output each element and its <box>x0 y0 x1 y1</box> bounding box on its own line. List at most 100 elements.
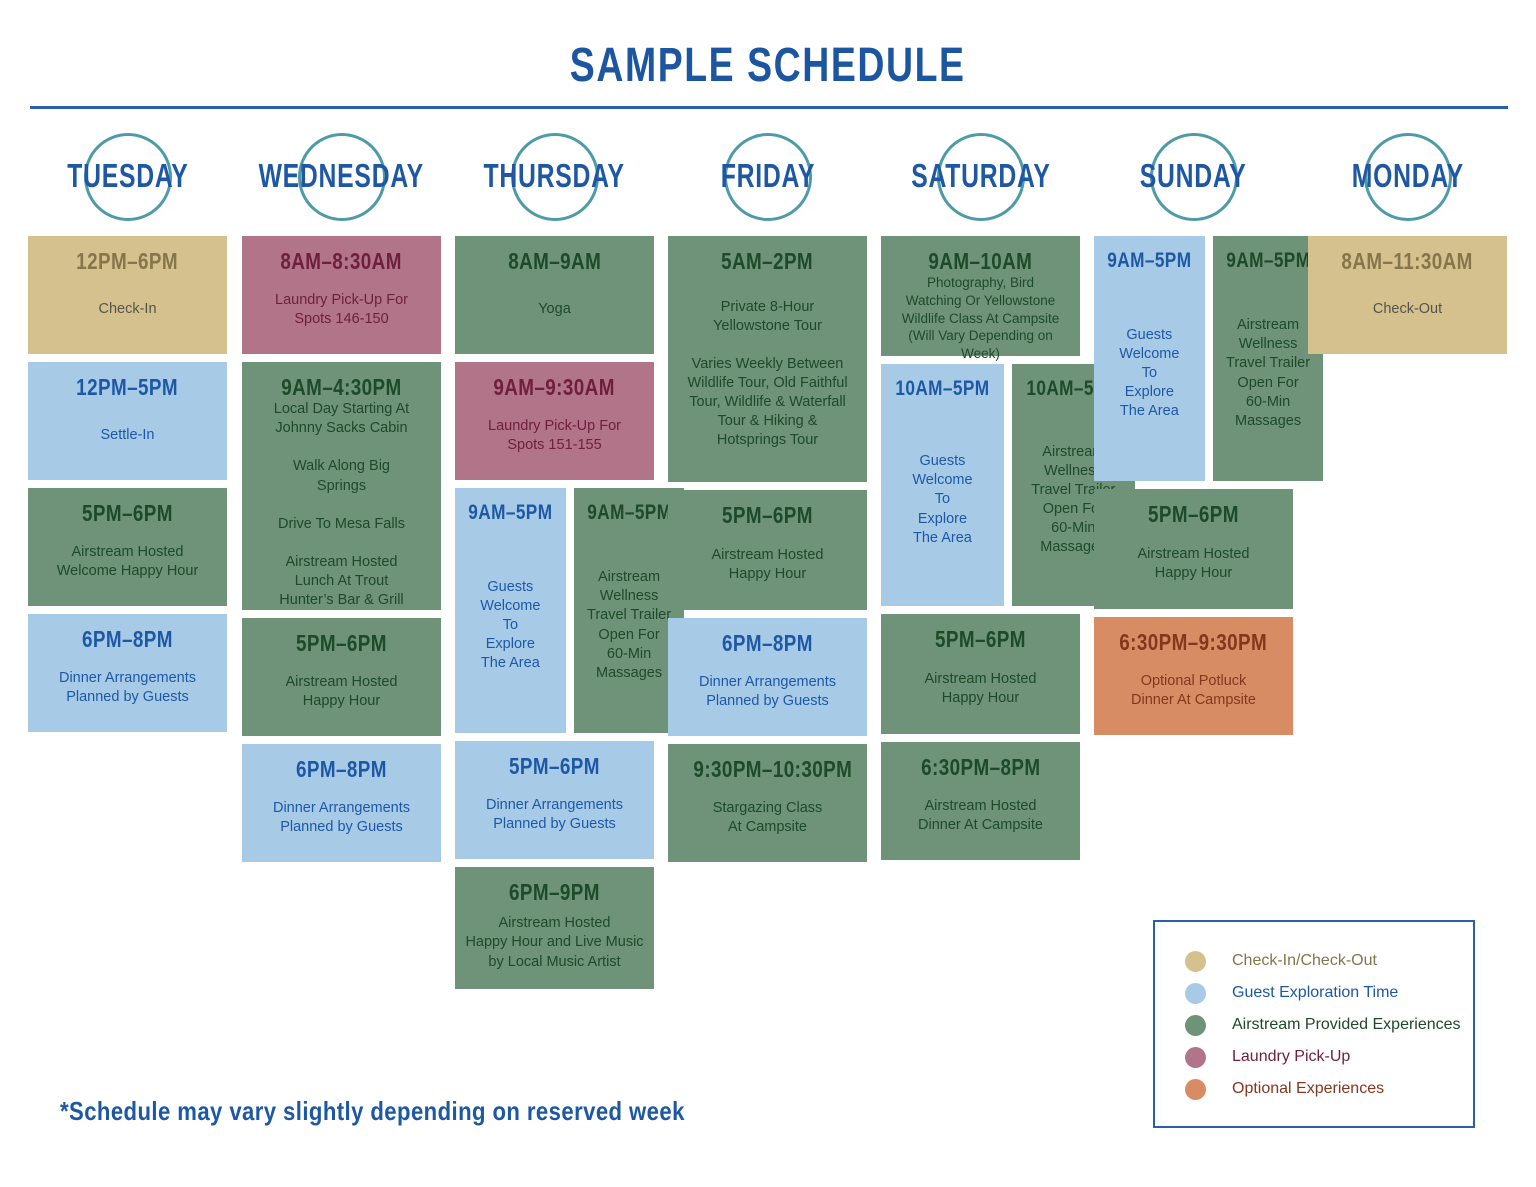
event-description: Laundry Pick-Up For Spots 146-150 <box>275 291 408 327</box>
event-block: 9AM–5PM Guests Welcome To Explore The Ar… <box>1094 236 1205 481</box>
event-block: 6PM–9PM Airstream Hosted Happy Hour and … <box>455 867 654 989</box>
event-time: 5PM–6PM <box>296 630 387 656</box>
day-name: FRIDAY <box>720 157 815 194</box>
legend-row: Airstream Provided Experiences <box>1185 1009 1473 1041</box>
circle-decoration-icon <box>297 133 386 221</box>
day-header: WEDNESDAY <box>242 125 441 228</box>
circle-decoration-icon <box>83 133 172 221</box>
event-description: Dinner Arrangements Planned by Guests <box>272 799 410 835</box>
event-row-split: 10AM–5PM Guests Welcome To Explore The A… <box>881 364 1135 606</box>
legend: Check-In/Check-Out Guest Exploration Tim… <box>1153 920 1475 1128</box>
event-description: Guests Welcome To Explore The Area <box>1119 326 1180 420</box>
event-block: 9AM–10AM Photography, Bird Watching Or Y… <box>881 236 1080 361</box>
event-time: 9AM–4:30PM <box>281 374 402 400</box>
event-row-split: 9AM–5PM Guests Welcome To Explore The Ar… <box>455 488 685 733</box>
day-header: SATURDAY <box>881 125 1080 228</box>
circle-decoration-icon <box>510 133 599 221</box>
legend-row: Guest Exploration Time <box>1185 977 1473 1009</box>
legend-label: Guest Exploration Time <box>1232 984 1399 1001</box>
event-time: 6:30PM–8PM <box>920 754 1041 780</box>
event-time: 5PM–6PM <box>82 500 173 526</box>
event-description: Check-In <box>98 301 157 318</box>
event-block: 6PM–8PM Dinner Arrangements Planned by G… <box>668 618 867 736</box>
event-block: 5PM–6PM Airstream Hosted Welcome Happy H… <box>28 488 227 606</box>
legend-label: Laundry Pick-Up <box>1232 1048 1351 1065</box>
legend-row: Laundry Pick-Up <box>1185 1041 1473 1073</box>
event-description: Airstream Hosted Happy Hour <box>1137 545 1250 581</box>
event-description: Airstream Wellness Travel Trailer Open F… <box>1226 317 1311 429</box>
event-description: Airstream Hosted Happy Hour and Live Mus… <box>465 915 644 970</box>
event-description: Optional Potluck Dinner At Campsite <box>1131 672 1256 708</box>
event-time: 9AM–10AM <box>928 248 1033 274</box>
legend-row: Check-In/Check-Out <box>1185 945 1473 977</box>
day-header: FRIDAY <box>668 125 867 228</box>
day-header: MONDAY <box>1308 125 1507 228</box>
event-description: Airstream Hosted Welcome Happy Hour <box>56 543 199 579</box>
event-time: 8AM–9AM <box>507 248 601 274</box>
event-time: 12PM–5PM <box>76 374 179 400</box>
day-name: SATURDAY <box>910 157 1051 194</box>
event-time: 9AM–5PM <box>468 501 553 524</box>
event-block: 10AM–5PM Guests Welcome To Explore The A… <box>881 364 1004 606</box>
legend-label: Check-In/Check-Out <box>1232 952 1377 969</box>
event-block: 8AM–11:30AM Check-Out <box>1308 236 1507 354</box>
event-time: 9AM–5PM <box>1107 249 1192 272</box>
event-block: 6:30PM–9:30PM Optional Potluck Dinner At… <box>1094 617 1293 735</box>
event-description: Laundry Pick-Up For Spots 151-155 <box>488 417 621 453</box>
event-time: 6PM–9PM <box>509 879 600 905</box>
event-block: 9AM–5PM Airstream Wellness Travel Traile… <box>1212 236 1324 481</box>
legend-dot-laundry-icon <box>1185 1046 1206 1068</box>
event-time: 9AM–5PM <box>586 501 672 524</box>
event-description: Airstream Hosted Happy Hour <box>711 546 824 582</box>
day-name: SUNDAY <box>1140 157 1247 194</box>
event-time: 12PM–6PM <box>76 248 179 274</box>
event-block: 9AM–5PM Guests Welcome To Explore The Ar… <box>455 488 566 733</box>
event-block: 5AM–2PM Private 8-Hour Yellowstone Tour … <box>668 236 867 482</box>
event-block: 8AM–9AM Yoga <box>455 236 654 354</box>
event-description: Airstream Hosted Dinner At Campsite <box>918 797 1043 833</box>
event-time: 9:30PM–10:30PM <box>693 756 853 782</box>
day-column-sunday: SUNDAY 9AM–5PM Guests Welcome To Explore… <box>1094 125 1324 743</box>
event-time: 5PM–6PM <box>1148 501 1239 527</box>
day-name: TUESDAY <box>66 157 189 194</box>
event-time: 5PM–6PM <box>509 753 600 779</box>
event-block: 9AM–9:30AM Laundry Pick-Up For Spots 151… <box>455 362 654 480</box>
circle-decoration-icon <box>936 133 1025 221</box>
page-title: SAMPLE SCHEDULE <box>570 39 966 92</box>
event-time: 9AM–9:30AM <box>493 374 616 400</box>
event-block: 6PM–8PM Dinner Arrangements Planned by G… <box>28 614 227 732</box>
event-description: Guests Welcome To Explore The Area <box>912 453 973 546</box>
event-time: 8AM–8:30AM <box>280 248 403 274</box>
event-description: Settle-In <box>100 427 155 444</box>
event-block: 12PM–6PM Check-In <box>28 236 227 354</box>
event-time: 6PM–8PM <box>722 630 813 656</box>
event-block: 9:30PM–10:30PM Stargazing Class At Camps… <box>668 744 867 862</box>
event-description: Yoga <box>538 301 571 318</box>
circle-decoration-icon <box>1149 133 1238 221</box>
event-time: 6PM–8PM <box>296 756 387 782</box>
event-time: 10AM–5PM <box>895 377 990 400</box>
legend-label: Airstream Provided Experiences <box>1232 1016 1461 1033</box>
event-description: Private 8-Hour Yellowstone Tour Varies W… <box>687 298 848 449</box>
event-description: Airstream Wellness Travel Trailer Open F… <box>587 569 672 681</box>
event-block: 5PM–6PM Dinner Arrangements Planned by G… <box>455 741 654 859</box>
legend-dot-optional-icon <box>1185 1078 1206 1100</box>
circle-decoration-icon <box>1363 133 1452 221</box>
event-time: 5AM–2PM <box>721 248 814 274</box>
event-description: Check-Out <box>1372 301 1443 318</box>
circle-decoration-icon <box>723 133 812 221</box>
event-description: Guests Welcome To Explore The Area <box>480 578 541 672</box>
event-description: Stargazing Class At Campsite <box>712 799 823 835</box>
event-description: Dinner Arrangements Planned by Guests <box>698 673 836 709</box>
legend-dot-checkin-icon <box>1185 950 1206 972</box>
event-description: Local Day Starting At Johnny Sacks Cabin… <box>273 401 410 609</box>
event-block: 5PM–6PM Airstream Hosted Happy Hour <box>881 614 1080 734</box>
day-header: THURSDAY <box>455 125 654 228</box>
event-time: 5PM–6PM <box>935 626 1026 652</box>
event-description: Airstream Hosted Happy Hour <box>924 670 1037 706</box>
day-header: TUESDAY <box>28 125 227 228</box>
event-block: 6:30PM–8PM Airstream Hosted Dinner At Ca… <box>881 742 1080 860</box>
event-time: 8AM–11:30AM <box>1341 248 1474 274</box>
event-block: 8AM–8:30AM Laundry Pick-Up For Spots 146… <box>242 236 441 354</box>
